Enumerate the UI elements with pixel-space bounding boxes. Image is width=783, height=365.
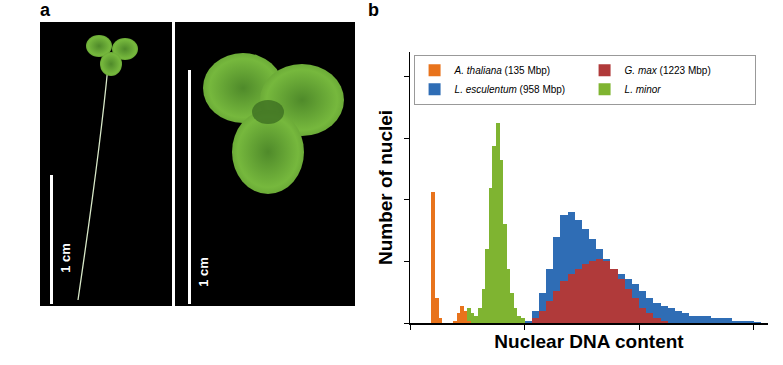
svg-text:G. max (1223 Mbp): G. max (1223 Mbp) bbox=[625, 65, 711, 76]
svg-text:1 cm: 1 cm bbox=[58, 243, 73, 273]
svg-text:Number of nuclei: Number of nuclei bbox=[375, 110, 396, 265]
svg-text:L. minor: L. minor bbox=[625, 84, 662, 95]
svg-text:1 cm: 1 cm bbox=[196, 257, 211, 287]
svg-text:A. thaliana (135 Mbp): A. thaliana (135 Mbp) bbox=[454, 65, 551, 76]
svg-text:L. esculentum (958 Mbp): L. esculentum (958 Mbp) bbox=[455, 84, 566, 95]
html-text:b: b bbox=[368, 0, 379, 20]
html-text:a: a bbox=[40, 0, 50, 20]
svg-text:Nuclear DNA content: Nuclear DNA content bbox=[494, 331, 684, 352]
